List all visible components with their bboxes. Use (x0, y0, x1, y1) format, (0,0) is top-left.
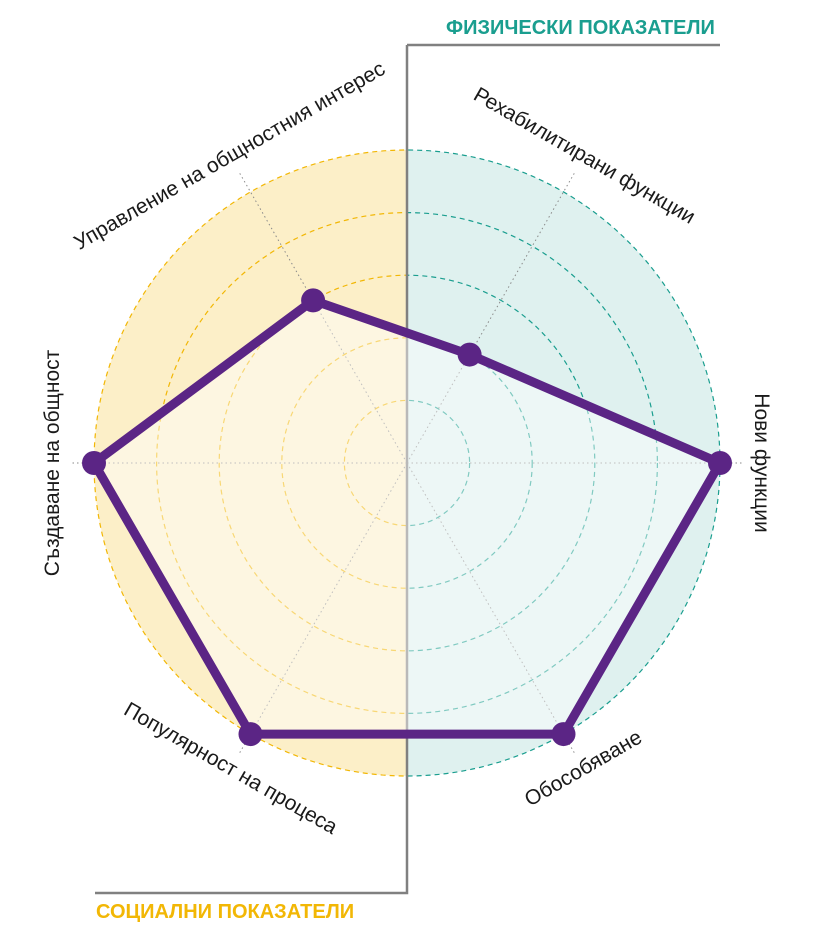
axis-spoke (239, 172, 408, 464)
data-point (708, 451, 732, 475)
grid-ring-physical (407, 399, 471, 527)
axis-spokes (72, 172, 742, 754)
grid-ring-physical (407, 274, 596, 652)
grid-ring-social (218, 274, 407, 652)
data-point (238, 722, 263, 747)
physical-bracket-line (405, 43, 720, 463)
axis-spoke (406, 462, 575, 754)
data-point (82, 451, 106, 475)
series-layer (82, 288, 732, 747)
data-point (551, 722, 576, 747)
axis-spoke (239, 462, 408, 754)
axis-spoke (406, 172, 575, 464)
physical-sector-fill (407, 150, 720, 776)
axis-label: Нови функции (750, 393, 773, 532)
grid-ring-physical (407, 337, 533, 589)
social-bracket-line (95, 463, 409, 895)
social-header: СОЦИАЛНИ ПОКАЗАТЕЛИ (96, 901, 354, 923)
data-point (457, 342, 482, 367)
axis-label: Създаване на общност (41, 349, 64, 576)
grid-ring-social (156, 212, 407, 714)
grid-ring-physical (407, 212, 658, 714)
physical-header: ФИЗИЧЕСКИ ПОКАЗАТЕЛИ (446, 17, 715, 39)
data-point (301, 288, 326, 313)
